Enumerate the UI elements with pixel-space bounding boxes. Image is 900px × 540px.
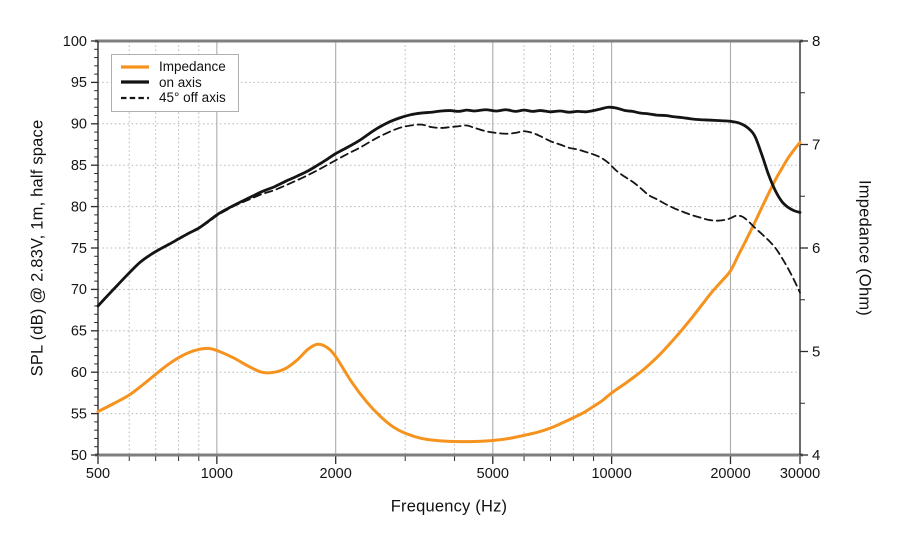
x-tick-label: 2000: [320, 466, 352, 482]
impedance-line-swatch: [121, 65, 149, 69]
y-left-tick-label: 75: [71, 241, 87, 257]
legend-label-off-axis: 45° off axis: [159, 90, 226, 106]
on-axis-line-swatch: [121, 80, 149, 84]
y-left-tick-label: 70: [71, 282, 87, 298]
on-axis-curve: [96, 105, 802, 308]
y-right-tick-label: 4: [812, 447, 820, 464]
grid-layer: [98, 41, 800, 455]
legend: Impedance on axis 45° off axis: [111, 54, 239, 112]
impedance-curve: [96, 140, 802, 444]
y-right-tick-label: 6: [812, 240, 820, 257]
x-tick-label: 30000: [780, 466, 820, 482]
y-left-tick-label: 50: [71, 448, 87, 464]
tick-label-layer: 50 55 60 65 70 75 80 85 90 95 100 4 5 6 7 8 500 1000 2000 5…: [63, 33, 821, 482]
y-left-tick-label: 80: [71, 199, 87, 215]
y-axis-left-title: SPL (dB) @ 2.83V, 1m, half space: [28, 119, 47, 377]
legend-item-on-axis: on axis: [120, 75, 226, 91]
legend-label-impedance: Impedance: [159, 59, 226, 75]
legend-item-off-axis: 45° off axis: [120, 90, 226, 106]
legend-item-impedance: Impedance: [120, 59, 226, 75]
y-right-tick-label: 7: [812, 137, 820, 154]
legend-label-on-axis: on axis: [159, 74, 202, 90]
y-right-tick-label: 5: [812, 344, 820, 361]
y-right-tick-label: 8: [812, 33, 820, 50]
x-axis-title: Frequency (Hz): [390, 497, 508, 516]
y-left-tick-label: 65: [71, 324, 87, 340]
y-axis-right-title: Impedance (Ohm): [855, 180, 874, 316]
series-layer: [96, 105, 802, 444]
y-left-tick-label: 95: [71, 75, 87, 91]
axes-layer: [91, 39, 808, 464]
y-left-tick-label: 60: [71, 365, 87, 381]
x-tick-label: 20000: [710, 466, 750, 482]
x-tick-label: 10000: [591, 466, 631, 482]
x-tick-label: 1000: [201, 466, 233, 482]
x-tick-label: 5000: [477, 466, 509, 482]
y-left-tick-label: 100: [63, 34, 87, 50]
y-left-tick-label: 85: [71, 158, 87, 174]
x-tick-label: 500: [86, 466, 110, 482]
off-axis-curve: [97, 123, 801, 307]
off-axis-line-swatch: [121, 96, 149, 99]
y-left-tick-label: 90: [71, 117, 87, 133]
y-left-tick-label: 55: [71, 406, 87, 422]
